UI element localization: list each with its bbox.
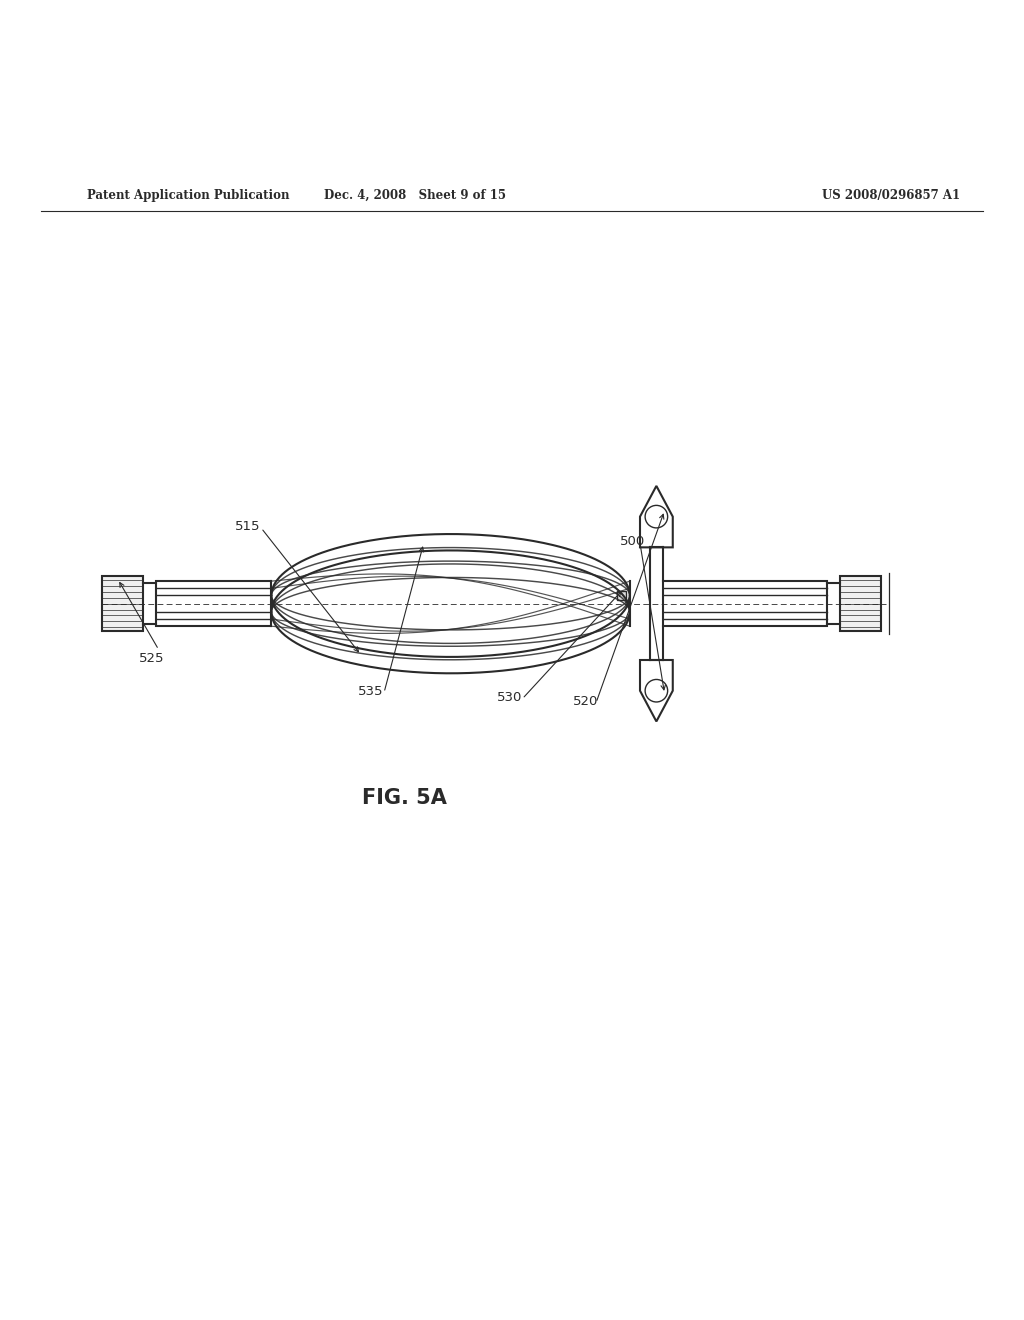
- Text: 530: 530: [498, 690, 522, 704]
- FancyBboxPatch shape: [840, 576, 881, 631]
- Text: 515: 515: [236, 520, 260, 533]
- Text: US 2008/0296857 A1: US 2008/0296857 A1: [822, 189, 959, 202]
- FancyBboxPatch shape: [102, 576, 143, 631]
- Text: 535: 535: [358, 685, 383, 697]
- Text: FIG. 5A: FIG. 5A: [362, 788, 446, 808]
- Text: 525: 525: [139, 652, 164, 665]
- Text: 520: 520: [573, 694, 598, 708]
- Text: Patent Application Publication: Patent Application Publication: [87, 189, 290, 202]
- Text: 500: 500: [621, 535, 645, 548]
- Bar: [616, 591, 627, 601]
- Text: Dec. 4, 2008   Sheet 9 of 15: Dec. 4, 2008 Sheet 9 of 15: [324, 189, 506, 202]
